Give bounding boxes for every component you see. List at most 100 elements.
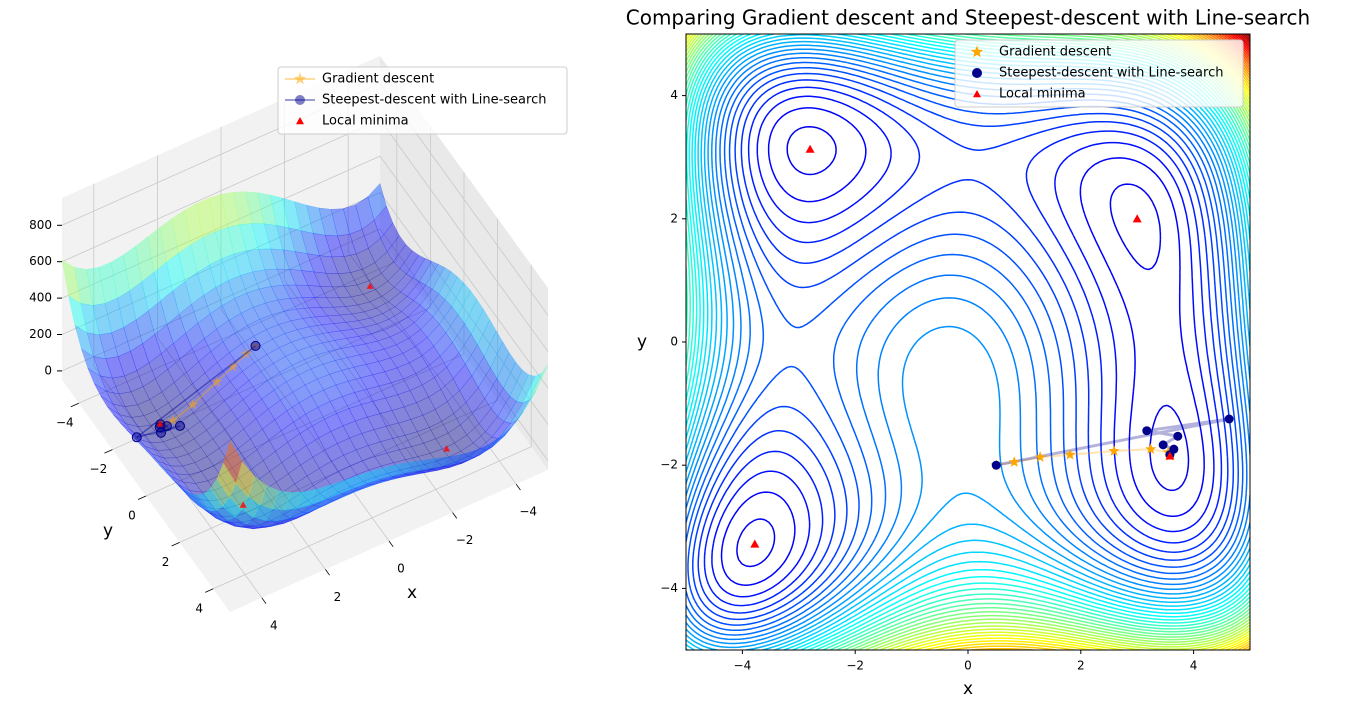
surface-patch <box>105 356 125 379</box>
surface-patch <box>205 391 225 412</box>
surface-patch <box>180 383 200 404</box>
contour-line <box>686 34 1250 650</box>
surface-plot: −4 −2 0 2 4 −4 −2 0 2 4 0 200 400 600 800 Gradient desc… <box>29 56 568 632</box>
surface-patch <box>509 369 529 402</box>
surface-patch <box>312 232 333 258</box>
surface-patch <box>219 467 240 486</box>
surface-patch <box>106 391 126 407</box>
surface-patch <box>418 469 438 473</box>
surface-patch <box>394 474 413 478</box>
surface-patch <box>406 471 426 476</box>
surface-patch <box>258 520 279 528</box>
surface-patch <box>264 268 284 287</box>
surface-patch <box>347 377 368 393</box>
surface-patch <box>448 450 468 463</box>
x-tick-label: −2 <box>456 533 474 547</box>
contour-line <box>686 34 1250 650</box>
surface-patch <box>201 489 222 502</box>
surface-patch <box>445 314 466 343</box>
surface-patch <box>222 298 242 321</box>
surface-patch <box>383 344 404 359</box>
surface-patch <box>130 386 151 406</box>
surface-patch <box>152 457 172 477</box>
surface-patch <box>424 466 444 473</box>
surface-patch <box>251 514 272 526</box>
surface-patch <box>359 352 379 365</box>
surface-patch <box>296 307 316 319</box>
surface-patch <box>350 294 371 306</box>
x-tick-label: 2 <box>334 590 342 604</box>
surface-patch <box>237 438 258 460</box>
surface-patch <box>321 323 341 333</box>
surface-patch <box>296 509 316 519</box>
surface-patch <box>215 517 235 527</box>
surface-patch <box>270 491 290 509</box>
surface-patch <box>204 328 224 352</box>
surface-patch <box>370 313 390 325</box>
surface-patch <box>176 473 197 484</box>
surface-patch <box>238 469 258 489</box>
surface-patch <box>375 474 395 485</box>
surface-patch <box>234 525 254 530</box>
surface-patch <box>437 463 457 471</box>
surface-patch <box>322 360 343 375</box>
surface-patch <box>148 300 168 335</box>
surface-patch <box>360 374 380 390</box>
grid-line <box>61 119 381 263</box>
surface-patch <box>239 524 260 530</box>
surface-patch <box>453 402 473 426</box>
surface-patch <box>497 395 517 423</box>
surface-patch <box>330 425 350 444</box>
surface-patch <box>361 219 381 249</box>
surface-patch <box>253 504 273 521</box>
surface-patch <box>432 267 452 295</box>
contour-line <box>687 66 1239 626</box>
surface-patch <box>429 421 449 440</box>
star-marker <box>240 348 252 359</box>
surface-patch <box>93 356 113 379</box>
surface-patch <box>357 301 377 313</box>
surface-patch <box>113 414 133 433</box>
surface-patch <box>270 248 290 270</box>
surface-patch <box>319 255 339 274</box>
surface-patch <box>242 389 263 410</box>
trajectory-line <box>136 345 256 439</box>
contour-line <box>686 34 1250 650</box>
surface-patch <box>222 496 242 519</box>
surface-patch <box>215 505 236 522</box>
surface-patch <box>344 284 364 298</box>
surface-patch <box>327 490 346 505</box>
surface-patch <box>340 346 361 358</box>
legend-box <box>277 66 568 135</box>
surface-patch <box>341 366 361 382</box>
surface-patch <box>178 303 199 334</box>
surface-patch <box>318 431 338 451</box>
surface-patch <box>334 357 355 371</box>
surface-patch <box>371 348 392 362</box>
chart-title: Comparing Gradient descent and Steepest-… <box>626 6 1310 30</box>
grid-line <box>179 400 498 543</box>
surface-patch <box>139 443 159 462</box>
triangle-marker <box>973 90 981 98</box>
surface-patch <box>408 355 429 374</box>
triangle-marker <box>239 501 247 508</box>
surface-patch <box>355 445 376 462</box>
y-axis-label: y <box>103 521 113 541</box>
surface-patch <box>357 469 378 487</box>
surface-patch <box>159 217 179 263</box>
tick-mark <box>171 542 180 547</box>
surface-patch <box>491 421 512 439</box>
surface-patch <box>386 235 407 262</box>
y-tick-label: −4 <box>56 416 74 430</box>
surface-patch <box>326 314 347 324</box>
surface-patch <box>285 374 306 393</box>
surface-patch <box>368 272 389 290</box>
surface-patch <box>373 425 394 442</box>
surface-patch <box>324 235 345 258</box>
surface-patch <box>329 396 350 414</box>
circle-marker <box>250 340 261 351</box>
star-marker <box>1064 448 1076 460</box>
surface-patch <box>320 498 340 508</box>
surface-patch <box>343 449 363 467</box>
surface-patch <box>392 434 412 451</box>
